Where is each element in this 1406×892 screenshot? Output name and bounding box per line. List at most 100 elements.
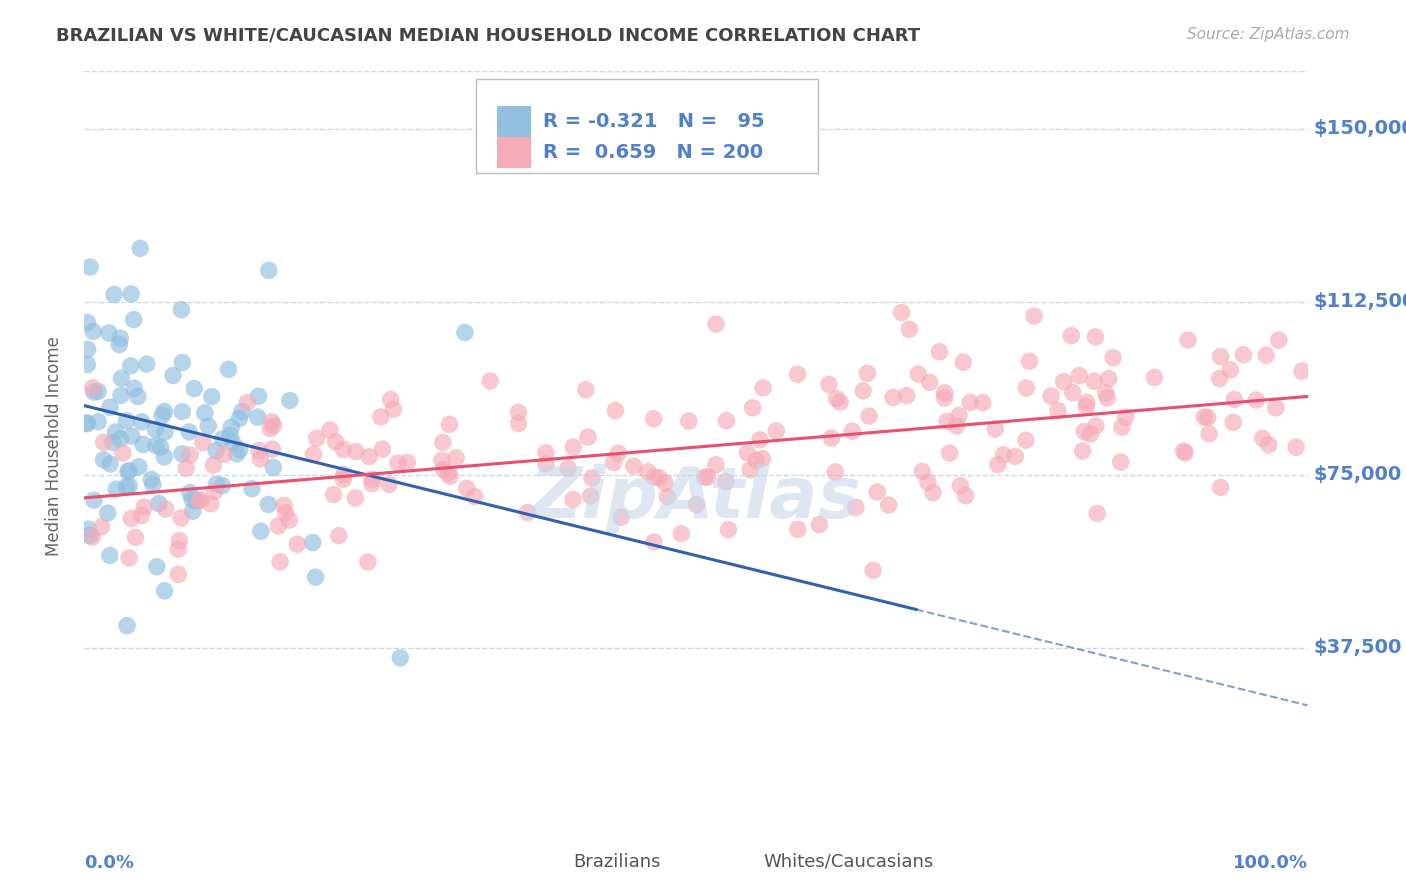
Point: [918, 376, 941, 390]
Point: [225, 447, 247, 461]
Point: [1209, 371, 1232, 385]
Point: [101, 435, 124, 450]
Point: [1097, 391, 1119, 405]
Text: $37,500: $37,500: [1313, 639, 1402, 657]
Text: $150,000: $150,000: [1313, 120, 1406, 138]
Point: [516, 505, 538, 519]
Point: [938, 446, 960, 460]
Point: [1223, 392, 1246, 407]
Point: [304, 570, 326, 584]
Point: [716, 414, 738, 428]
Text: Median Household Income: Median Household Income: [45, 336, 63, 556]
Point: [463, 490, 485, 504]
Point: [1174, 446, 1197, 460]
Point: [118, 551, 141, 566]
Point: [170, 511, 193, 525]
Point: [76, 417, 98, 431]
Point: [211, 432, 233, 446]
Point: [332, 472, 354, 486]
Point: [1244, 393, 1267, 408]
Point: [262, 460, 284, 475]
Point: [149, 440, 172, 454]
Point: [1115, 410, 1137, 425]
Point: [153, 450, 176, 464]
Point: [83, 493, 105, 508]
Point: [993, 448, 1015, 462]
Point: [211, 478, 233, 492]
Point: [786, 367, 808, 381]
Point: [172, 405, 194, 419]
Point: [479, 374, 502, 388]
Point: [1080, 426, 1102, 441]
Point: [856, 366, 879, 380]
Point: [249, 451, 271, 466]
Point: [257, 497, 280, 511]
Point: [359, 450, 381, 464]
Text: 0.0%: 0.0%: [84, 855, 135, 872]
Point: [361, 472, 384, 486]
Point: [105, 482, 128, 496]
Point: [357, 555, 380, 569]
Point: [671, 526, 693, 541]
Point: [1209, 480, 1232, 494]
Point: [246, 410, 269, 425]
Point: [117, 465, 139, 479]
Point: [98, 400, 121, 414]
Point: [389, 650, 412, 665]
Point: [87, 415, 110, 429]
Point: [852, 384, 875, 398]
Point: [285, 537, 308, 551]
Point: [1046, 403, 1069, 417]
Point: [302, 447, 325, 461]
Point: [167, 542, 190, 557]
Text: 100.0%: 100.0%: [1233, 855, 1308, 872]
Point: [104, 425, 127, 439]
Point: [274, 506, 297, 520]
Point: [534, 446, 557, 460]
Point: [97, 326, 120, 340]
Point: [1197, 410, 1219, 425]
Point: [534, 457, 557, 471]
Point: [370, 409, 392, 424]
Point: [657, 490, 679, 504]
Point: [945, 418, 967, 433]
Point: [143, 422, 166, 436]
Point: [205, 443, 228, 458]
Point: [103, 287, 125, 301]
Point: [344, 491, 367, 505]
Point: [148, 496, 170, 510]
Point: [696, 470, 718, 484]
Point: [605, 403, 627, 417]
Point: [260, 415, 283, 429]
Point: [179, 448, 201, 462]
Point: [907, 367, 929, 381]
Point: [748, 433, 770, 447]
Point: [167, 567, 190, 582]
Point: [278, 393, 301, 408]
Point: [262, 442, 284, 457]
Point: [818, 377, 841, 392]
Point: [319, 423, 342, 437]
Point: [643, 535, 665, 549]
Point: [115, 480, 138, 494]
Point: [1264, 401, 1286, 415]
Point: [704, 458, 727, 472]
Point: [1219, 363, 1241, 377]
Point: [169, 533, 191, 548]
Point: [76, 416, 98, 430]
Point: [717, 523, 740, 537]
Point: [190, 493, 212, 508]
Point: [378, 477, 401, 491]
Point: [1069, 368, 1091, 383]
Point: [153, 425, 176, 439]
Point: [508, 405, 530, 419]
FancyBboxPatch shape: [496, 136, 531, 168]
Point: [841, 424, 863, 438]
Text: $75,000: $75,000: [1313, 466, 1402, 484]
Point: [752, 381, 775, 395]
Point: [222, 435, 245, 450]
Point: [984, 422, 1007, 436]
Point: [1004, 450, 1026, 464]
Point: [576, 430, 599, 444]
Point: [740, 463, 762, 477]
